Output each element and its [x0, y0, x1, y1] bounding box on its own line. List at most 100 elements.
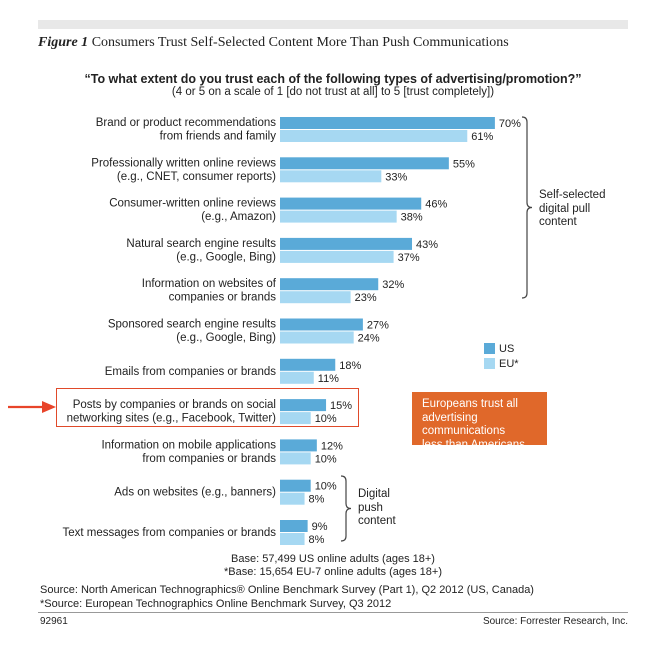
data-label: 12%	[321, 440, 343, 452]
legend-item-eu: EU*	[484, 356, 519, 371]
bar-eu	[280, 210, 397, 223]
survey-question: “To what extent do you trust each of the…	[84, 72, 582, 86]
callout-line: Europeans trust all	[422, 398, 518, 410]
category-label: (e.g., Google, Bing)	[176, 332, 276, 344]
legend-swatch-us	[484, 343, 495, 354]
top-rule	[38, 20, 628, 29]
data-label: 10%	[315, 453, 337, 465]
group-label-line: Self-selected	[539, 189, 606, 201]
data-label: 27%	[367, 320, 389, 332]
data-label: 18%	[339, 360, 361, 372]
data-label: 61%	[471, 131, 493, 143]
data-label: 11%	[318, 373, 339, 385]
category-label: Information on mobile applications	[101, 439, 276, 451]
legend-label-eu: EU*	[499, 357, 519, 370]
bar-eu	[280, 492, 305, 505]
data-label: 32%	[382, 279, 404, 291]
footer-rule	[38, 612, 628, 613]
category-label: Brand or product recommendations	[96, 117, 277, 129]
bar-us	[280, 399, 327, 412]
data-label: 10%	[315, 481, 337, 493]
bar-eu	[280, 170, 382, 183]
group-label-line: push	[358, 501, 383, 514]
source-credit: Source: Forrester Research, Inc.	[482, 616, 628, 627]
category-label: Posts by companies or brands on social	[73, 399, 276, 411]
legend: US EU*	[484, 341, 519, 371]
self-selected-bracket	[521, 116, 533, 299]
digital-push-group-label: Digital push content	[358, 488, 396, 529]
self-selected-group-label: Self-selected digital pull content	[539, 189, 605, 230]
digital-push-bracket	[340, 475, 352, 542]
bar-us	[280, 479, 311, 492]
source-note-eu: *Source: European Technographics Online …	[40, 598, 392, 610]
group-label-line: Digital	[358, 488, 390, 500]
category-label: (e.g., Amazon)	[201, 211, 276, 223]
bar-eu	[280, 412, 311, 425]
data-label: 10%	[315, 413, 337, 425]
data-label: 15%	[330, 400, 352, 412]
bar-eu	[280, 291, 351, 304]
bar-us	[280, 278, 379, 291]
data-label: 38%	[401, 212, 423, 224]
source-note-us: Source: North American Technographics® O…	[40, 584, 534, 596]
callout-box: Europeans trust all advertising communic…	[412, 392, 547, 451]
bar-us	[280, 520, 308, 532]
category-label: Consumer-written online reviews	[109, 198, 276, 210]
survey-scale-note: (4 or 5 on a scale of 1 [do not trust at…	[171, 86, 495, 98]
category-label: Emails from companies or brands	[105, 366, 277, 378]
bar-eu	[280, 130, 468, 142]
data-label: 24%	[358, 333, 380, 345]
category-label: from companies or brands	[142, 453, 276, 465]
bar-eu	[280, 533, 305, 545]
bar-us	[280, 358, 336, 371]
figure-number: Figure 1	[38, 35, 89, 50]
bar-us	[280, 117, 495, 129]
bar-us	[280, 318, 363, 331]
figure-title: Figure 1 Consumers Trust Self-Selected C…	[38, 35, 509, 51]
group-label-line: digital pull	[539, 202, 591, 215]
category-label: companies or brands	[169, 292, 277, 304]
category-label: Text messages from companies or brands	[63, 527, 277, 539]
bar-us	[280, 197, 422, 210]
callout-line: advertising communications	[422, 411, 506, 438]
legend-item-us: US	[484, 341, 519, 356]
callout-line: less than Americans.	[422, 438, 529, 451]
group-label-line: content	[358, 515, 396, 527]
legend-label-us: US	[499, 342, 515, 355]
category-label: from friends and family	[160, 131, 277, 143]
bar-us	[280, 439, 317, 452]
bar-us	[280, 157, 449, 170]
legend-swatch-eu	[484, 358, 495, 369]
base-note-eu: *Base: 15,654 EU-7 online adults (ages 1…	[223, 566, 442, 578]
red-arrow-icon	[8, 401, 56, 413]
data-label: 46%	[425, 199, 447, 211]
base-note-us: Base: 57,499 US online adults (ages 18+)	[231, 553, 435, 565]
category-label: Ads on websites (e.g., banners)	[114, 487, 276, 499]
data-label: 9%	[312, 521, 328, 533]
data-label: 43%	[416, 239, 438, 251]
figure-id: 92961	[40, 616, 68, 627]
category-label: (e.g., Google, Bing)	[176, 251, 276, 263]
bar-eu	[280, 250, 394, 263]
category-label: (e.g., CNET, consumer reports)	[117, 171, 276, 183]
data-label: 33%	[385, 171, 407, 183]
bar-eu	[280, 452, 311, 465]
category-label: networking sites (e.g., Facebook, Twitte…	[67, 413, 277, 425]
bar-eu	[280, 371, 314, 384]
data-label: 8%	[309, 534, 325, 546]
data-label: 37%	[398, 252, 420, 264]
figure-title-text: Consumers Trust Self-Selected Content Mo…	[91, 35, 509, 50]
category-label: Natural search engine results	[126, 238, 276, 250]
category-label: Information on websites of	[142, 278, 277, 290]
data-label: 55%	[453, 158, 475, 170]
group-label-line: content	[539, 216, 577, 228]
bar-us	[280, 237, 413, 250]
data-label: 8%	[309, 494, 325, 506]
highlight-box	[56, 388, 359, 427]
category-label: Sponsored search engine results	[108, 319, 276, 331]
data-label: 23%	[355, 292, 377, 304]
category-label: Professionally written online reviews	[91, 157, 276, 169]
bar-eu	[280, 331, 354, 344]
data-label: 70%	[499, 118, 521, 130]
